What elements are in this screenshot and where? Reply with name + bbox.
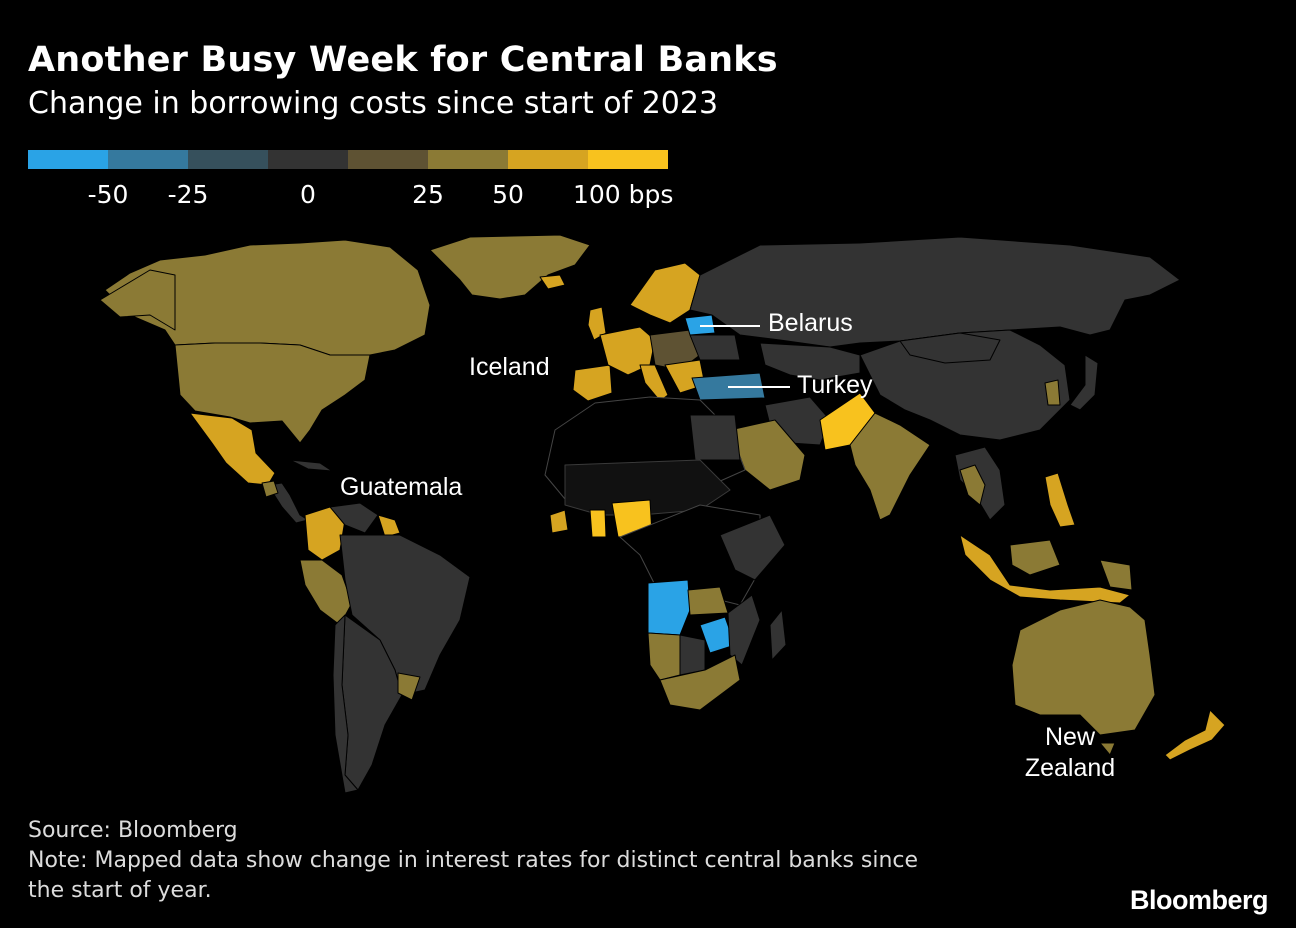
note-text-line2: the start of year. [28,878,212,903]
east-africa [719,514,786,581]
chile [332,614,359,794]
legend-tick-label: -50 [87,180,129,209]
korea [1044,379,1061,406]
russia [689,236,1181,348]
namibia [647,632,681,681]
label-belarus: Belarus [768,309,853,337]
label-new-zealand-line1: New [1044,723,1095,751]
thailand [959,464,986,506]
label-new-zealand: New Zealand [1012,722,1128,785]
legend-swatch-1 [28,150,108,169]
mexico [189,412,276,486]
botswana [679,634,706,676]
chart-title: Another Busy Week for Central Banks [28,40,778,80]
guatemala [261,480,279,498]
venezuela [329,502,379,534]
alaska [99,269,176,331]
note-text-line1: Note: Mapped data show change in interes… [28,848,919,873]
legend-swatch-2 [108,150,188,169]
peru [299,559,353,626]
egypt [689,414,741,461]
sahel [564,459,731,516]
legend-swatch-3 [188,150,268,169]
legend-swatch-7 [508,150,588,169]
japan [1069,354,1099,411]
ghana [589,509,607,538]
label-guatemala: Guatemala [340,473,463,501]
iceland [539,274,566,290]
bloomberg-logo: Bloomberg [1129,885,1269,915]
iberia [572,364,613,402]
legend-swatch-8 [588,150,668,169]
legend-tick-label: -25 [167,180,209,209]
chart-subtitle: Change in borrowing costs since start of… [28,86,719,121]
legend-swatch-5 [348,150,428,169]
italy [639,364,669,402]
color-legend-bar [28,150,668,169]
legend-tick-label: 100 bps [573,180,674,209]
guyana [377,514,401,538]
papua [1099,559,1133,591]
mongolia [899,332,1001,364]
ukraine [689,334,741,361]
legend-swatch-4 [268,150,348,169]
legend-tick-label: 25 [412,180,444,209]
south-africa [659,654,741,711]
kazakhstan [759,342,861,381]
tasmania [1099,742,1116,756]
australia [1011,599,1156,736]
mozambique [727,594,761,666]
uruguay [397,672,421,701]
label-new-zealand-line2: Zealand [1024,754,1116,783]
source-note: Source: Bloomberg Note: Mapped data show… [28,816,918,906]
united-states [174,342,371,444]
legend-tick-label: 0 [300,180,316,209]
greenland [429,234,591,300]
madagascar [769,609,787,661]
malaysia [1009,539,1061,576]
legend-swatch-6 [428,150,508,169]
philippines [1044,472,1076,528]
angola [647,579,691,636]
legend-tick-labels: -50 -25 0 25 50 100 bps [0,180,700,212]
label-iceland: Iceland [469,353,550,381]
scandinavia [629,262,701,324]
china [859,329,1071,441]
west-africa-1 [549,509,569,534]
new-zealand [1164,709,1226,761]
source-text: Source: Bloomberg [28,818,238,843]
india [849,412,931,521]
world-map [99,234,1226,794]
label-turkey: Turkey [797,371,873,399]
cuba [289,459,333,472]
brazil [339,534,471,696]
indonesia [959,534,1131,604]
legend-tick-label: 50 [492,180,524,209]
